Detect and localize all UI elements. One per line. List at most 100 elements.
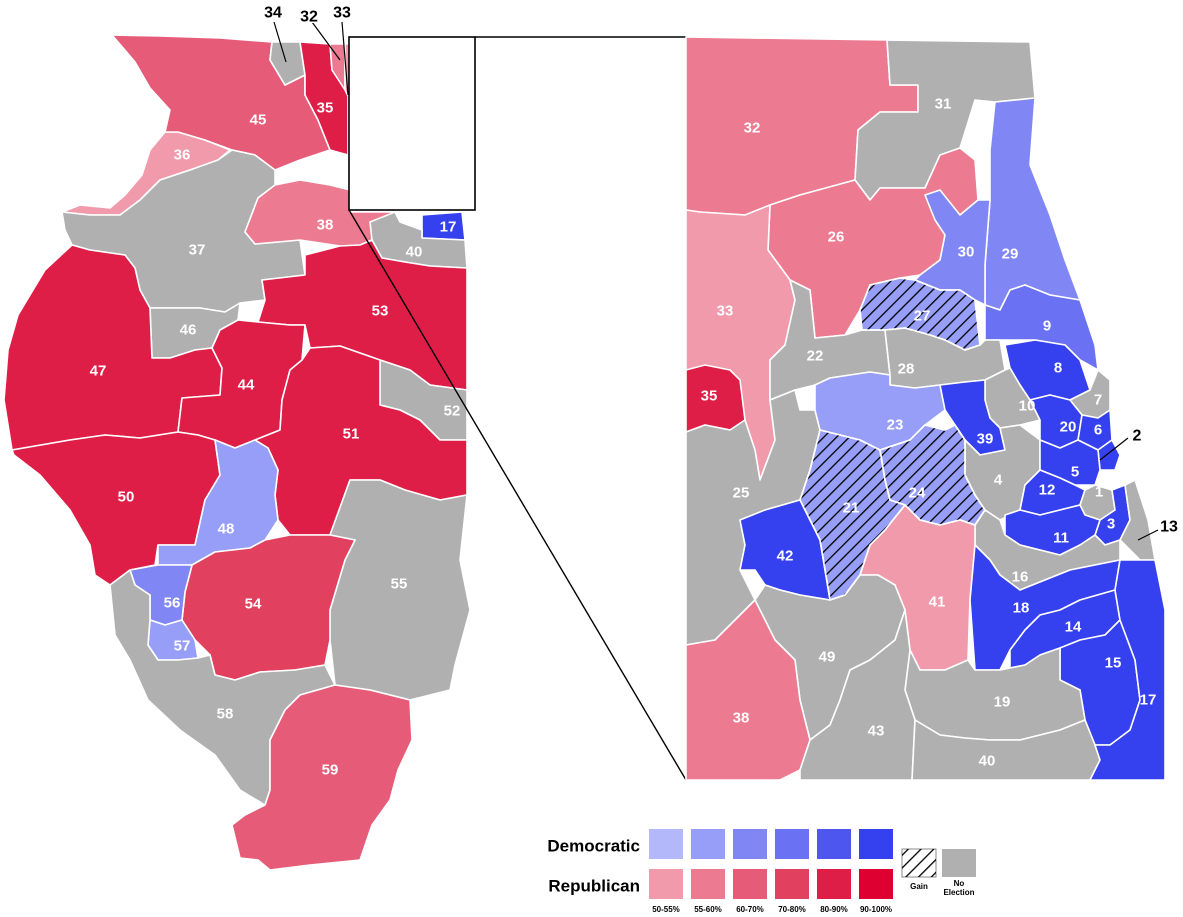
state-map: 36 45 35 37 38 17 40 46 53 47 44 52 51 5… bbox=[3, 3, 687, 871]
legend-swatch-rep-5 bbox=[859, 869, 893, 899]
inset-label-27: 27 bbox=[914, 308, 931, 325]
inset-label-23: 23 bbox=[887, 417, 904, 434]
inset-label-22: 22 bbox=[807, 348, 824, 365]
district-58[interactable] bbox=[109, 569, 336, 806]
zoom-connector-bottom bbox=[348, 209, 687, 781]
legend-swatch-rep-2 bbox=[733, 869, 767, 899]
label-53: 53 bbox=[372, 303, 389, 320]
inset-label-39: 39 bbox=[977, 431, 994, 448]
inset-label-28: 28 bbox=[898, 361, 915, 378]
label-35: 35 bbox=[317, 100, 334, 117]
leader-inset-13 bbox=[1137, 529, 1159, 541]
legend-range-label: 70-80% bbox=[778, 905, 806, 914]
label-54: 54 bbox=[245, 596, 262, 613]
inset-label-16: 16 bbox=[1012, 569, 1029, 586]
inset-label-49: 49 bbox=[819, 649, 836, 666]
leader-34 bbox=[273, 21, 287, 63]
legend-gain: Gain bbox=[901, 848, 937, 891]
legend-swatches: 50-55% 55-60% 60-70% 70-80% 80-90% 90-100% bbox=[649, 829, 893, 914]
inset-label-1: 1 bbox=[1095, 484, 1103, 501]
inset-label-24: 24 bbox=[909, 485, 926, 502]
label-17-state: 17 bbox=[440, 219, 457, 236]
gain-hatch-21 bbox=[799, 429, 907, 602]
inset-district-43[interactable] bbox=[799, 609, 916, 781]
label-40-state: 40 bbox=[406, 244, 423, 261]
legend-swatch-dem-5 bbox=[859, 829, 893, 859]
inset-label-26: 26 bbox=[828, 229, 845, 246]
label-45: 45 bbox=[250, 112, 267, 129]
legend-swatch-rep-3 bbox=[775, 869, 809, 899]
inset-district-29[interactable] bbox=[984, 97, 1081, 311]
inset-label-8: 8 bbox=[1054, 360, 1062, 377]
inset-label-35: 35 bbox=[701, 388, 718, 405]
callout-33: 33 bbox=[333, 5, 351, 22]
district-59[interactable] bbox=[231, 684, 413, 871]
legend-range-label: 55-60% bbox=[694, 905, 722, 914]
inset-label-40: 40 bbox=[979, 753, 996, 770]
label-37: 37 bbox=[189, 242, 206, 259]
inset-label-29: 29 bbox=[1002, 246, 1019, 263]
label-50: 50 bbox=[118, 489, 135, 506]
inset-label-38: 38 bbox=[733, 710, 750, 727]
leader-33 bbox=[341, 21, 349, 96]
inset-district-38[interactable] bbox=[685, 599, 811, 781]
legend-swatch-dem-1 bbox=[691, 829, 725, 859]
inset-label-31: 31 bbox=[935, 96, 952, 113]
inset-label-10: 10 bbox=[1019, 398, 1036, 415]
legend-range-label: 80-90% bbox=[820, 905, 848, 914]
legend-range-label: 60-70% bbox=[736, 905, 764, 914]
legend-no-election-swatch bbox=[942, 849, 976, 877]
label-46: 46 bbox=[180, 322, 197, 339]
gain-hatch-27 bbox=[859, 277, 981, 351]
label-51: 51 bbox=[343, 426, 360, 443]
callout-inset-13: 13 bbox=[1160, 519, 1178, 536]
label-59: 59 bbox=[322, 762, 339, 779]
inset-label-25: 25 bbox=[733, 485, 750, 502]
inset-label-33: 33 bbox=[717, 303, 734, 320]
legend-range-label: 90-100% bbox=[860, 905, 892, 914]
legend-swatch-dem-0 bbox=[649, 829, 683, 859]
inset-zoom-box bbox=[348, 36, 476, 211]
inset-label-6: 6 bbox=[1094, 422, 1102, 439]
label-57: 57 bbox=[174, 638, 191, 655]
inset-label-15: 15 bbox=[1105, 655, 1122, 672]
inset-label-42: 42 bbox=[777, 548, 794, 565]
callout-32: 32 bbox=[300, 9, 318, 26]
legend-swatch-rep-1 bbox=[691, 869, 725, 899]
district-34[interactable] bbox=[269, 41, 306, 86]
inset-label-11: 11 bbox=[1053, 530, 1069, 547]
legend-swatch-dem-3 bbox=[775, 829, 809, 859]
inset-label-5: 5 bbox=[1071, 464, 1079, 481]
inset-label-9: 9 bbox=[1043, 318, 1051, 335]
legend-democratic-label: Democratic bbox=[547, 837, 640, 856]
label-55: 55 bbox=[391, 576, 408, 593]
callout-34: 34 bbox=[264, 5, 282, 22]
inset-label-18: 18 bbox=[1013, 600, 1030, 617]
inset-label-3: 3 bbox=[1107, 516, 1115, 533]
legend-swatch-rep-0 bbox=[649, 869, 683, 899]
legend-no-election: No Election bbox=[942, 849, 976, 897]
callout-inset-2: 2 bbox=[1133, 428, 1142, 445]
inset-label-43: 43 bbox=[868, 723, 885, 740]
inset-district-17[interactable] bbox=[1089, 559, 1166, 781]
label-58: 58 bbox=[217, 706, 234, 723]
inset-label-7: 7 bbox=[1094, 392, 1102, 409]
legend-swatch-rep-4 bbox=[817, 869, 851, 899]
leader-32 bbox=[311, 21, 341, 61]
inset-label-17: 17 bbox=[1140, 692, 1157, 709]
inset-label-4: 4 bbox=[994, 472, 1003, 489]
inset-label-19: 19 bbox=[994, 694, 1011, 711]
label-47: 47 bbox=[90, 363, 107, 380]
label-52: 52 bbox=[444, 403, 461, 420]
inset-label-30: 30 bbox=[958, 244, 975, 261]
label-36: 36 bbox=[174, 147, 191, 164]
label-48: 48 bbox=[218, 521, 235, 538]
legend-swatch-dem-4 bbox=[817, 829, 851, 859]
legend-swatch-dem-2 bbox=[733, 829, 767, 859]
gain-hatch-layer bbox=[799, 277, 986, 602]
legend-range-label: 50-55% bbox=[652, 905, 680, 914]
inset-label-32: 32 bbox=[744, 120, 761, 137]
label-44: 44 bbox=[238, 377, 255, 394]
inset-label-14: 14 bbox=[1065, 619, 1082, 636]
